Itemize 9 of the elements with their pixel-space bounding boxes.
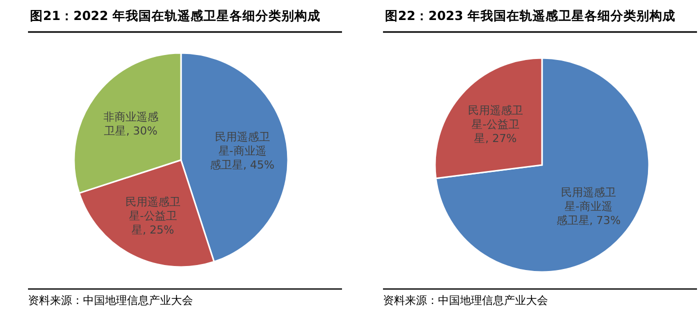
slice-label: 非商业遥感卫星, 30%: [103, 110, 158, 138]
slice-label: 民用遥感卫星-公益卫星, 25%: [125, 195, 180, 236]
text: 资料来源：中国地理信息产业大会: [28, 294, 193, 307]
slice-label: 民用遥感卫星-公益卫星, 27%: [468, 104, 523, 145]
chart-title: 图21：2022 年我国在轨遥感卫星各细分类别构成: [30, 8, 321, 23]
text: 资料来源：中国地理信息产业大会: [383, 294, 548, 307]
slice-label: 民用遥感卫星-商业遥感卫星, 45%: [210, 130, 275, 172]
chart-title: 图22：2023 年我国在轨遥感卫星各细分类别构成: [385, 8, 676, 23]
slice-label: 民用遥感卫星-商业遥感卫星, 73%: [556, 186, 621, 228]
